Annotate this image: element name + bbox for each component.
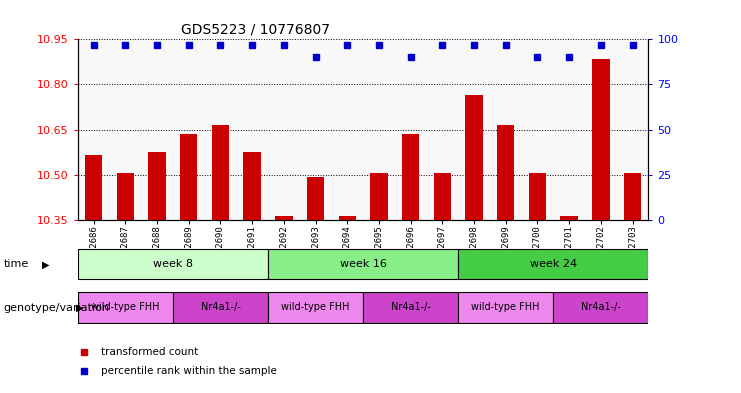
Bar (554, 39, 585, 220)
Bar (458, 39, 490, 220)
Bar (624, 173, 641, 220)
Bar (268, 292, 363, 323)
Bar (244, 152, 261, 220)
Bar (205, 39, 236, 220)
Text: Nr4a1-/-: Nr4a1-/- (391, 302, 431, 312)
Text: week 16: week 16 (339, 259, 387, 269)
Bar (395, 39, 427, 220)
Bar (554, 292, 648, 323)
Bar (78, 249, 268, 279)
Bar (173, 39, 205, 220)
Bar (592, 59, 610, 220)
Bar (85, 155, 102, 220)
Bar (458, 249, 648, 279)
Bar (427, 39, 458, 220)
Text: GDS5223 / 10776807: GDS5223 / 10776807 (181, 23, 330, 37)
Text: week 24: week 24 (530, 259, 576, 269)
Bar (110, 39, 142, 220)
Bar (363, 39, 395, 220)
Text: transformed count: transformed count (101, 347, 198, 357)
Text: wild-type FHH: wild-type FHH (471, 302, 540, 312)
Bar (268, 39, 299, 220)
Bar (529, 173, 546, 220)
Bar (617, 39, 648, 220)
Bar (465, 95, 482, 220)
Bar (560, 217, 578, 220)
Bar (433, 173, 451, 220)
Text: wild-type FHH: wild-type FHH (91, 302, 159, 312)
Bar (268, 249, 458, 279)
Bar (173, 292, 268, 323)
Bar (116, 173, 134, 220)
Bar (497, 125, 514, 220)
Text: genotype/variation: genotype/variation (4, 303, 110, 313)
Bar (402, 134, 419, 220)
Bar (307, 177, 325, 220)
Bar (142, 39, 173, 220)
Text: ▶: ▶ (76, 303, 84, 313)
Bar (370, 173, 388, 220)
Bar (585, 39, 617, 220)
Bar (363, 292, 458, 323)
Bar (331, 39, 363, 220)
Bar (490, 39, 522, 220)
Bar (212, 125, 229, 220)
Text: percentile rank within the sample: percentile rank within the sample (101, 366, 276, 376)
Text: week 8: week 8 (153, 259, 193, 269)
Text: Nr4a1-/-: Nr4a1-/- (581, 302, 621, 312)
Bar (78, 39, 110, 220)
Text: ▶: ▶ (42, 259, 50, 270)
Bar (458, 292, 554, 323)
Bar (180, 134, 197, 220)
Text: wild-type FHH: wild-type FHH (282, 302, 350, 312)
Bar (339, 215, 356, 220)
Bar (275, 217, 293, 220)
Text: time: time (4, 259, 29, 270)
Text: Nr4a1-/-: Nr4a1-/- (201, 302, 240, 312)
Bar (78, 292, 173, 323)
Bar (148, 152, 166, 220)
Bar (236, 39, 268, 220)
Bar (522, 39, 554, 220)
Bar (299, 39, 331, 220)
